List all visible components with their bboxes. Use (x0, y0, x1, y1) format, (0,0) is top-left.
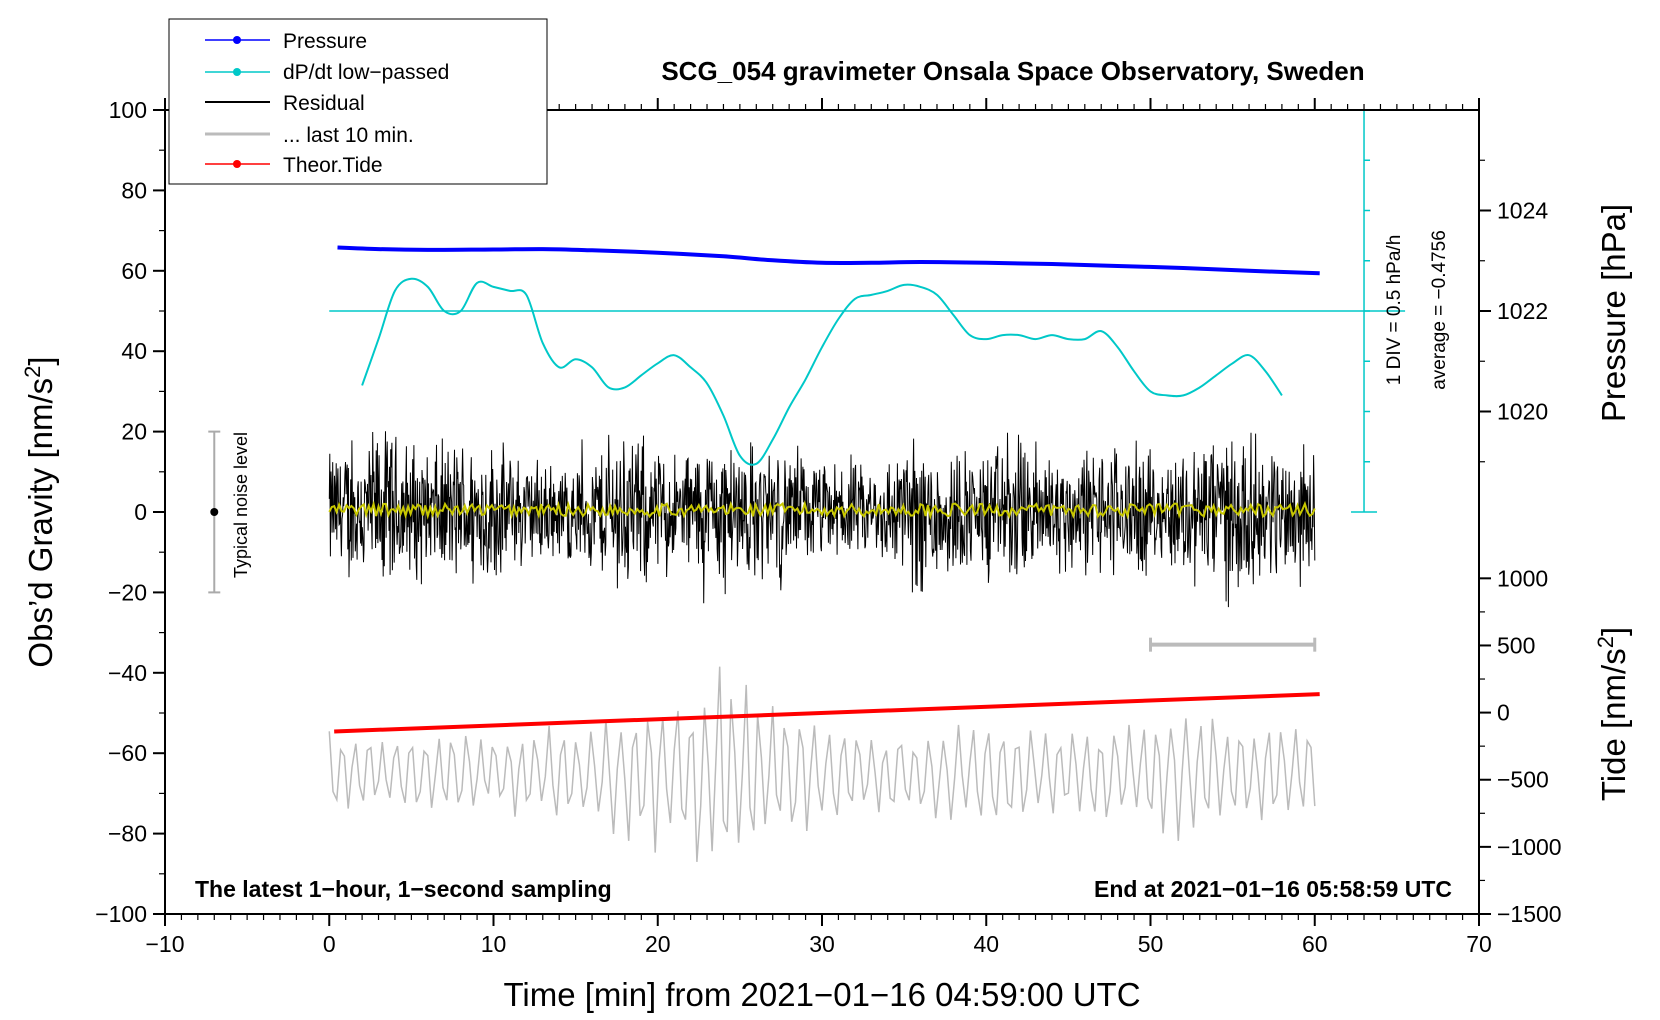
pressure-series-line (337, 245, 1320, 276)
tide-tick-label: −1500 (1497, 901, 1562, 927)
legend-entry-last10: ... last 10 min. (205, 124, 414, 147)
noise-level-text: Typical noise level (231, 432, 251, 578)
legend-marker-tide (233, 160, 241, 168)
y-tick-label: 100 (109, 97, 147, 123)
x-tick-label: 60 (1302, 931, 1328, 957)
tide-tick-label: −500 (1497, 767, 1549, 793)
pressure-tick-label: 1020 (1497, 399, 1548, 425)
tide-tick-label: 0 (1497, 700, 1510, 726)
legend-entry-tide: Theor.Tide (205, 154, 383, 177)
pressure-tick-label: 1022 (1497, 298, 1548, 324)
axes: −10 0 10 20 30 40 50 60 70−100−80−60−40−20020406… (95, 97, 1561, 957)
x-axis-label: Time [min] from 2021−01−16 04:59:00 UTC (503, 976, 1140, 1013)
legend-label-last10: ... last 10 min. (283, 124, 414, 147)
legend-entry-dpdt: dP/dt low−passed (205, 61, 449, 84)
x-tick-label: 20 (645, 931, 671, 957)
residual-series-line (328, 431, 1316, 608)
x-tick-label: 30 (809, 931, 835, 957)
noise-bar-center (210, 508, 219, 516)
legend-label-residual: Residual (283, 92, 365, 115)
pressure-tick-label: 1024 (1497, 198, 1548, 224)
y-axis-label-tide-sup: 2 (1593, 636, 1618, 648)
plot-content (208, 109, 1406, 862)
tide-tick-label: 1000 (1497, 565, 1548, 591)
chart-title: SCG_054 gravimeter Onsala Space Observat… (661, 56, 1364, 86)
legend-label-dpdt: dP/dt low−passed (283, 61, 449, 84)
average-text: average = −0.4756 (1429, 230, 1450, 390)
y-tick-label: 0 (134, 499, 147, 525)
y-tick-label: −80 (108, 821, 147, 847)
tide-tick-label: 500 (1497, 632, 1535, 658)
x-tick-label: −10 (145, 931, 184, 957)
legend-entry-pressure: Pressure (205, 30, 367, 53)
y-tick-label: 60 (121, 258, 147, 284)
y-axis-label-tide: Tide [nm/s2] (1593, 627, 1632, 801)
legend-label-tide: Theor.Tide (283, 154, 383, 177)
legend-marker-pressure (233, 36, 241, 44)
y-axis-label-pressure: Pressure [hPa] (1595, 204, 1632, 422)
sampling-note: The latest 1−hour, 1−second sampling (195, 876, 612, 902)
x-tick-label: 40 (973, 931, 999, 957)
y-tick-label: 80 (121, 177, 147, 203)
y-tick-label: 40 (121, 338, 147, 364)
div-scale-text: 1 DIV = 0.5 hPa/h (1384, 235, 1405, 386)
legend-label-pressure: Pressure (283, 30, 367, 53)
x-tick-label: 50 (1138, 931, 1164, 957)
residual-smoothed-line (328, 500, 1316, 521)
y-tick-label: −40 (108, 660, 147, 686)
tide-tick-label: −1000 (1497, 834, 1562, 860)
last10-series-line (328, 666, 1316, 862)
legend: Pressure dP/dt low−passed Residual ... l… (168, 18, 548, 185)
y-axis-label-gravity: Obs’d Gravity [nm/s2] (20, 356, 59, 667)
x-tick-label: 70 (1466, 931, 1492, 957)
legend-entry-residual: Residual (205, 92, 365, 115)
x-tick-label: 10 (481, 931, 507, 957)
y-tick-label: −20 (108, 579, 147, 605)
y-axis-label-gravity-sup: 2 (20, 366, 45, 378)
dpdt-series-line (361, 277, 1283, 466)
y-tick-label: 20 (121, 419, 147, 445)
legend-marker-dpdt (233, 68, 241, 76)
tide-series-line (334, 692, 1320, 734)
y-tick-label: −60 (108, 740, 147, 766)
y-tick-label: −100 (95, 901, 147, 927)
x-tick-label: 0 (323, 931, 336, 957)
end-time-note: End at 2021−01−16 05:58:59 UTC (1094, 876, 1452, 902)
